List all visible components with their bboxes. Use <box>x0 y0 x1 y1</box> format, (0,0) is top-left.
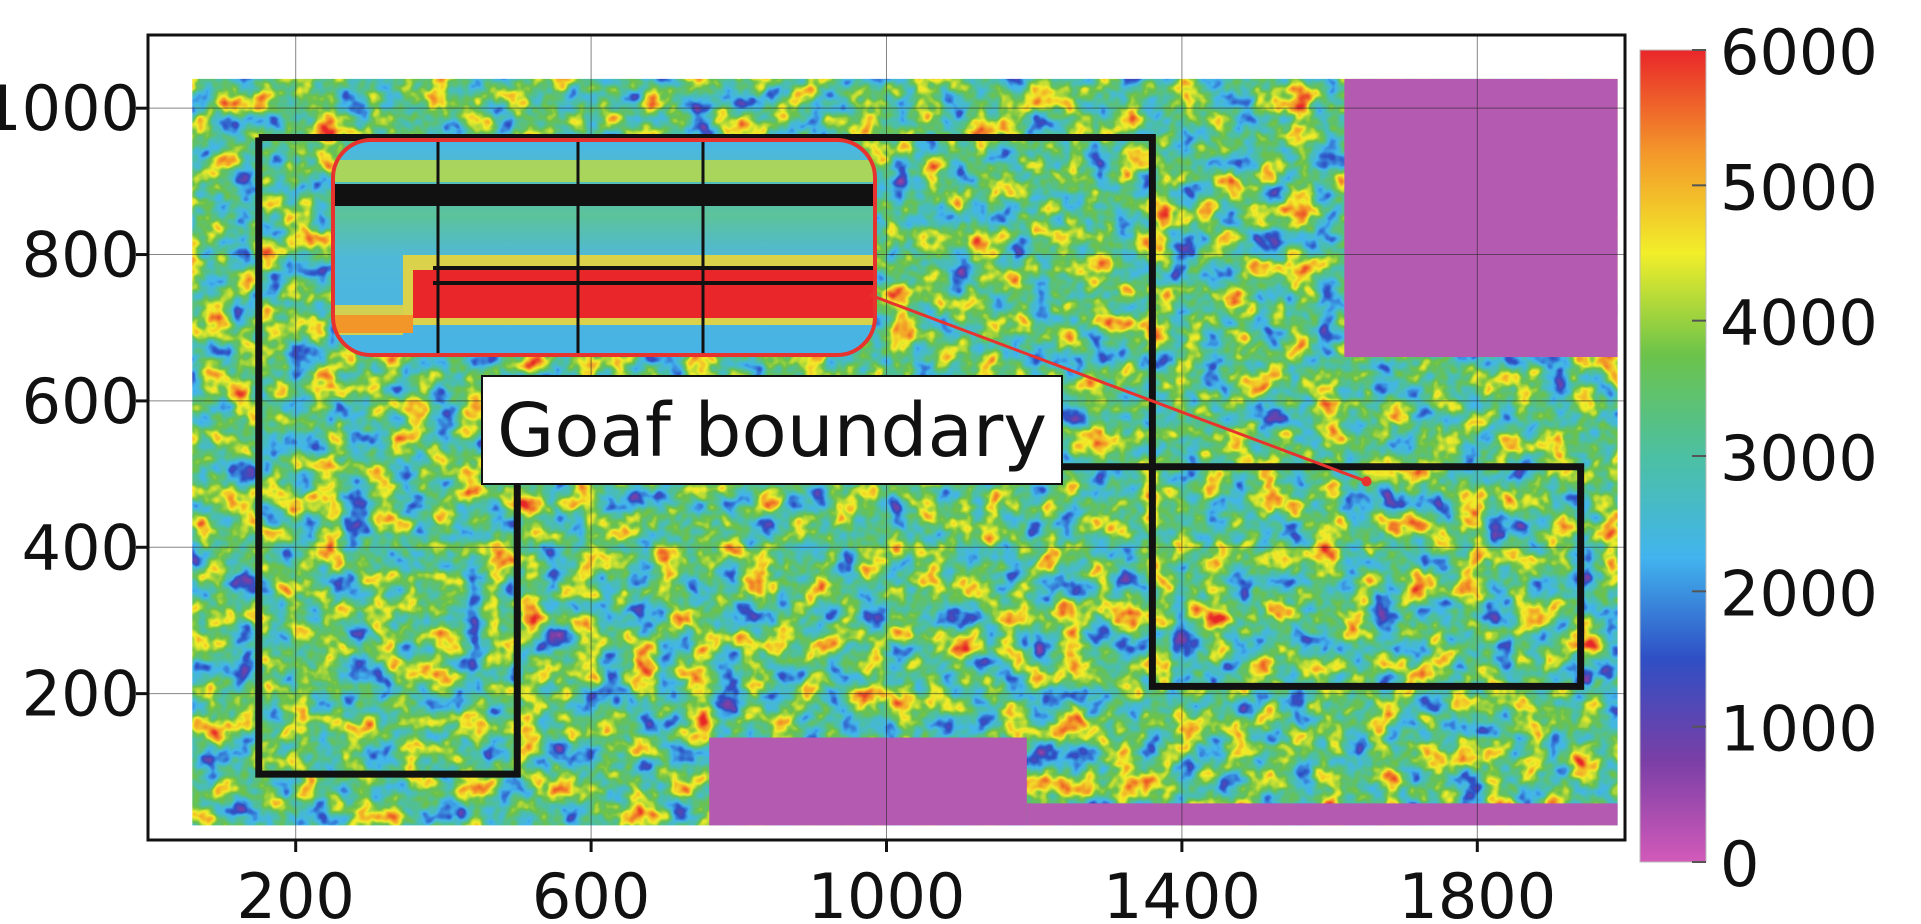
annotations: Goaf boundary <box>481 293 1372 487</box>
masked-regions <box>709 78 1618 826</box>
inset-red-band <box>413 270 875 318</box>
y-tick-label: 200 <box>22 658 140 731</box>
y-tick-label: 400 <box>22 511 140 584</box>
colorbar-tick-label: 3000 <box>1720 422 1878 495</box>
y-tick-label: 800 <box>22 219 140 292</box>
colorbar-tick-label: 2000 <box>1720 557 1878 630</box>
y-axis-ticks: 200 400 600 800 1000 <box>0 72 148 731</box>
inset-band-yellow <box>333 160 875 182</box>
masked-region-2 <box>709 737 1027 826</box>
colorbar: 0 1000 2000 3000 4000 5000 6000 <box>1639 16 1878 901</box>
y-tick-label: 1000 <box>0 72 140 145</box>
annotation-point <box>1361 476 1372 487</box>
goaf-boundary-line <box>255 133 1585 778</box>
goaf-outline <box>255 133 1585 778</box>
colorbar-tick-label: 4000 <box>1720 287 1878 360</box>
x-tick-label: 1800 <box>1398 860 1556 924</box>
x-tick-label: 200 <box>237 860 355 924</box>
inset-orange-band <box>333 315 413 333</box>
colorbar-tick-label: 1000 <box>1720 693 1878 766</box>
colorbar-tick-label: 5000 <box>1720 151 1878 224</box>
inset-black-bar <box>333 184 875 206</box>
colorbar-tick-label: 0 <box>1720 828 1759 901</box>
x-axis-ticks: 200 600 1000 1400 1800 <box>237 840 1556 924</box>
inset-frame <box>331 138 877 357</box>
colorbar-tick-label: 6000 <box>1720 16 1878 89</box>
y-tick-label: 600 <box>22 365 140 438</box>
masked-region-1 <box>1344 78 1618 357</box>
inset-zoom <box>331 138 877 357</box>
annotation-box <box>481 375 1063 485</box>
annotation-leader-line <box>869 293 1368 483</box>
x-tick-label: 1400 <box>1103 860 1261 924</box>
masked-region-3 <box>1026 803 1618 826</box>
x-tick-label: 1000 <box>808 860 966 924</box>
annotation-label: Goaf boundary <box>497 388 1047 474</box>
x-tick-label: 600 <box>532 860 650 924</box>
inset-content <box>333 140 875 355</box>
